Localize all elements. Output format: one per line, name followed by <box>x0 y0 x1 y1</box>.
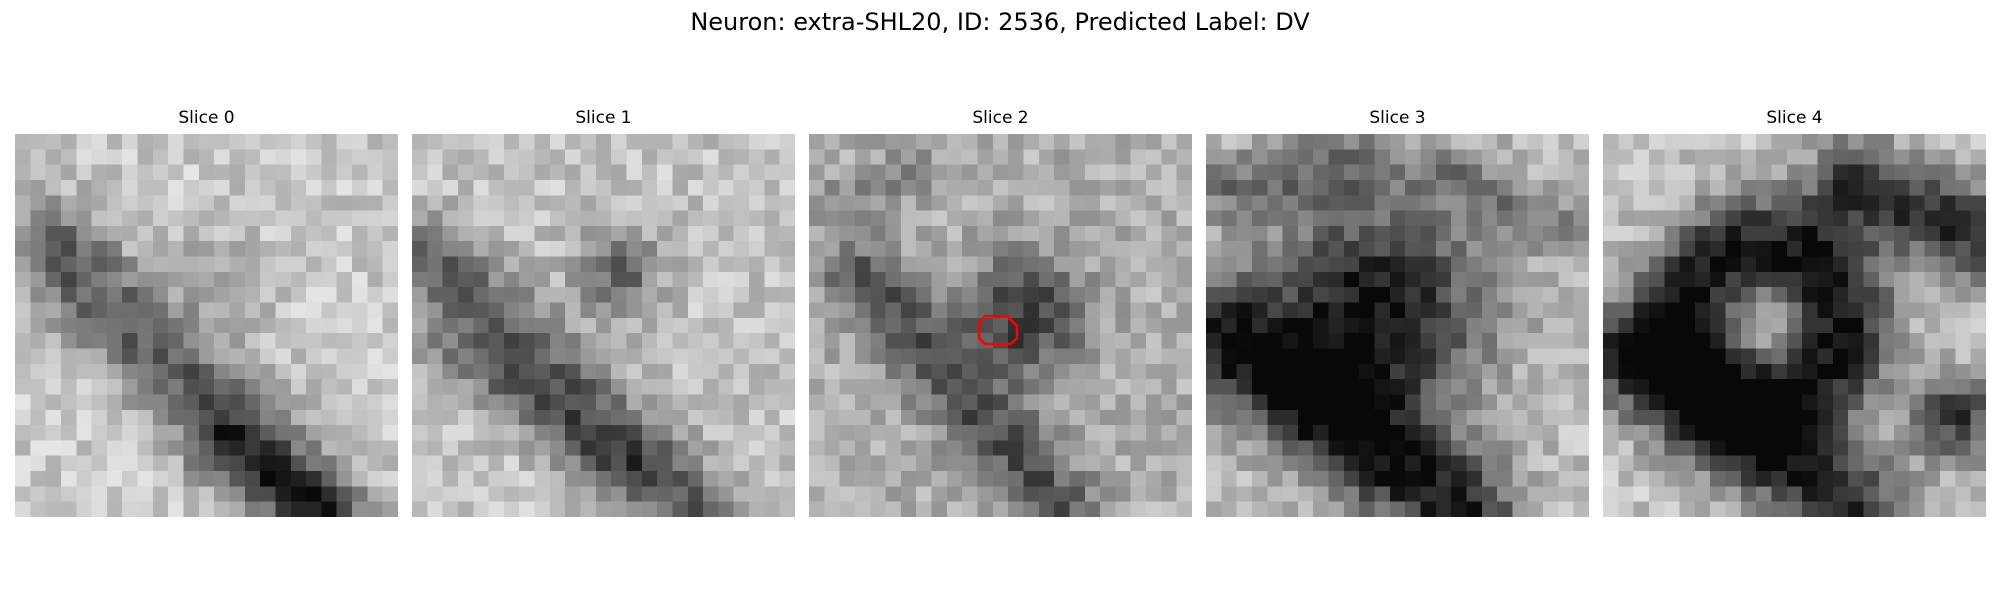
slice-panel-4: Slice 4 <box>1603 108 1986 517</box>
slice-image <box>809 134 1192 517</box>
slice-panel-3: Slice 3 <box>1206 108 1589 517</box>
slice-title: Slice 3 <box>1369 108 1426 128</box>
slice-title: Slice 4 <box>1766 108 1823 128</box>
figure-title: Neuron: extra-SHL20, ID: 2536, Predicted… <box>690 8 1310 36</box>
slice-image <box>1206 134 1589 517</box>
slice-image <box>412 134 795 517</box>
slice-image <box>15 134 398 517</box>
slice-title: Slice 0 <box>178 108 235 128</box>
slice-image <box>1603 134 1986 517</box>
slice-panel-0: Slice 0 <box>15 108 398 517</box>
slice-panel-1: Slice 1 <box>412 108 795 517</box>
slice-title: Slice 1 <box>575 108 632 128</box>
slice-title: Slice 2 <box>972 108 1029 128</box>
slice-panel-2: Slice 2 <box>809 108 1192 517</box>
